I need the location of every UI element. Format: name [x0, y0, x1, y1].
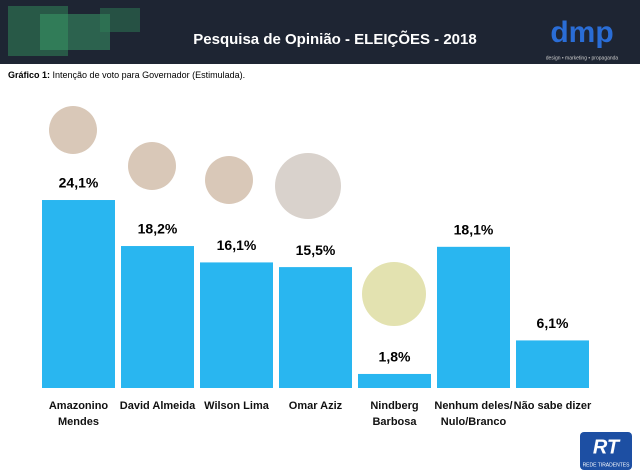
- logo: dmp: [550, 16, 613, 49]
- category-label: Nenhum deles/ Nulo/Branco: [434, 400, 513, 428]
- header-title: Pesquisa de Opinião - ELEIÇÕES - 2018: [193, 30, 476, 48]
- category-label: Omar Aziz: [288, 400, 343, 412]
- category-label: Amazonino Mendes: [48, 400, 109, 428]
- bar: [358, 373, 431, 388]
- bar: [437, 246, 510, 388]
- photo: [362, 262, 426, 326]
- value-label: 18,1%: [454, 222, 494, 238]
- category-label: Wilson Lima: [204, 400, 269, 412]
- value-label: 6,1%: [537, 315, 569, 331]
- decor: [40, 14, 110, 50]
- value-label: 16,1%: [217, 237, 257, 253]
- subtitle: Gráfico 1: Intenção de voto para Governa…: [8, 70, 245, 80]
- category-label: Nindberg Barbosa: [370, 400, 419, 428]
- bar: [200, 262, 273, 388]
- bar: [42, 200, 115, 388]
- value-label: 1,8%: [379, 349, 411, 365]
- photo: [49, 106, 97, 154]
- category-label: David Almeida: [119, 400, 196, 412]
- category-label: Não sabe dizer: [513, 400, 592, 412]
- subtitle-label: Gráfico 1:: [8, 70, 50, 80]
- footer-logo: RT: [593, 436, 621, 458]
- bar: [279, 267, 352, 388]
- photo: [128, 142, 176, 190]
- footer-logo-box: [580, 432, 632, 470]
- photo: [205, 156, 253, 204]
- bar: [121, 246, 194, 388]
- decor: [100, 8, 140, 32]
- value-label: 15,5%: [296, 242, 336, 258]
- bar: [516, 340, 589, 388]
- logo-tagline: design • marketing • propaganda: [546, 55, 619, 61]
- footer-tagline: REDE TIRADENTES: [583, 462, 631, 468]
- photo: [275, 153, 341, 219]
- value-label: 18,2%: [138, 221, 178, 237]
- subtitle-text: Intenção de voto para Governador (Estimu…: [53, 70, 246, 80]
- value-label: 24,1%: [59, 175, 99, 191]
